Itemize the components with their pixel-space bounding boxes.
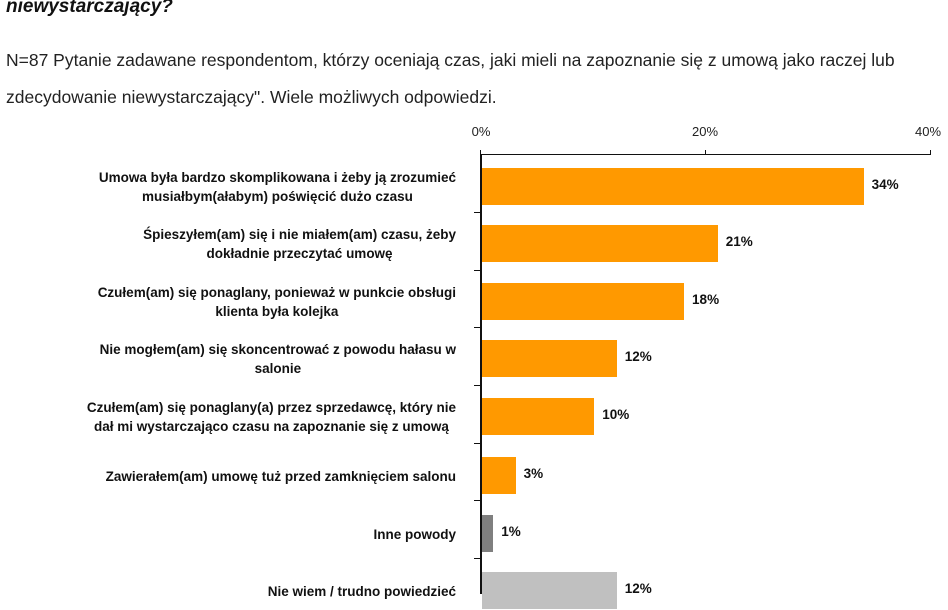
- category-label-line1: Nie wiem / trudno powiedzieć: [267, 583, 456, 599]
- bar: [482, 225, 718, 262]
- x-tick: [705, 150, 706, 155]
- category-label-line1: Zawierałem(am) umowę tuż przed zamknięci…: [105, 468, 456, 484]
- value-label: 34%: [871, 177, 899, 192]
- category-label-line2: klienta była kolejka: [215, 304, 339, 319]
- value-label: 3%: [523, 466, 544, 481]
- x-tick-label-0: 0%: [471, 124, 491, 139]
- x-tick: [480, 150, 481, 155]
- bar-row: Czułem(am) się ponaglany(a) przez sprzed…: [0, 398, 948, 436]
- value-label: 21%: [725, 234, 753, 249]
- category-label: Nie mogłem(am) się skoncentrować z powod…: [0, 340, 468, 378]
- bar: [482, 398, 595, 435]
- category-label-line1: Czułem(am) się ponaglany, ponieważ w pun…: [97, 285, 456, 300]
- bar-chart: 0% 20% 40% Umowa była bardzo skomplikowa…: [0, 118, 948, 609]
- y-tick: [474, 270, 481, 271]
- category-label: Nie wiem / trudno powiedzieć: [0, 572, 468, 610]
- bar-row: Czułem(am) się ponaglany, ponieważ w pun…: [0, 283, 948, 321]
- category-label-line2: musiałbym(ałabym) poświęcić dużo czasu: [142, 189, 413, 204]
- value-label: 10%: [602, 407, 630, 422]
- category-label: Czułem(am) się ponaglany, ponieważ w pun…: [0, 283, 468, 321]
- category-label-line1: Śpieszyłem(am) się i nie miałem(am) czas…: [143, 227, 456, 242]
- bar: [482, 283, 685, 320]
- x-tick-label-40: 40%: [914, 124, 942, 139]
- bar-row: Inne powody 1%: [0, 515, 948, 553]
- bar: [482, 572, 617, 609]
- y-tick: [474, 385, 481, 386]
- y-tick: [474, 500, 481, 501]
- chart-subtitle: N=87 Pytanie zadawane respondentom, któr…: [6, 50, 895, 107]
- category-label: Umowa była bardzo skomplikowana i żeby j…: [0, 168, 468, 206]
- question-title: niewystarczający?: [6, 0, 173, 17]
- y-axis-line: [480, 154, 482, 594]
- category-label-line2: salonie: [254, 361, 302, 376]
- bar: [482, 168, 864, 205]
- y-tick: [474, 443, 481, 444]
- y-tick: [474, 212, 481, 213]
- value-label: 1%: [501, 524, 521, 539]
- bar: [482, 340, 617, 377]
- bar-row: Nie wiem / trudno powiedzieć 12%: [0, 572, 948, 610]
- bar: [482, 515, 494, 552]
- category-label: Inne powody: [0, 515, 468, 553]
- category-label: Śpieszyłem(am) się i nie miałem(am) czas…: [0, 225, 468, 263]
- category-label: Zawierałem(am) umowę tuż przed zamknięci…: [0, 457, 468, 495]
- value-label: 12%: [624, 581, 652, 596]
- bar-row: Śpieszyłem(am) się i nie miałem(am) czas…: [0, 225, 948, 263]
- x-tick-label-20: 20%: [691, 124, 719, 139]
- bar-row: Zawierałem(am) umowę tuż przed zamknięci…: [0, 457, 948, 495]
- bar-row: Nie mogłem(am) się skoncentrować z powod…: [0, 340, 948, 378]
- bar: [482, 457, 516, 494]
- y-tick: [474, 327, 481, 328]
- value-label: 18%: [692, 292, 720, 307]
- bar-row: Umowa była bardzo skomplikowana i żeby j…: [0, 168, 948, 206]
- category-label: Czułem(am) się ponaglany(a) przez sprzed…: [0, 398, 468, 436]
- y-tick: [474, 558, 481, 559]
- x-tick: [930, 150, 931, 155]
- value-label: 12%: [624, 349, 652, 364]
- category-label-line2: dokładnie przeczytać umowę: [206, 246, 393, 261]
- category-label-line1: Nie mogłem(am) się skoncentrować z powod…: [99, 342, 456, 357]
- category-label-line1: Czułem(am) się ponaglany(a) przez sprzed…: [86, 400, 456, 415]
- category-label-line2: dał mi wystarczająco czasu na zapoznanie…: [94, 419, 449, 434]
- category-label-line1: Inne powody: [373, 526, 457, 542]
- category-label-line1: Umowa była bardzo skomplikowana i żeby j…: [98, 170, 456, 185]
